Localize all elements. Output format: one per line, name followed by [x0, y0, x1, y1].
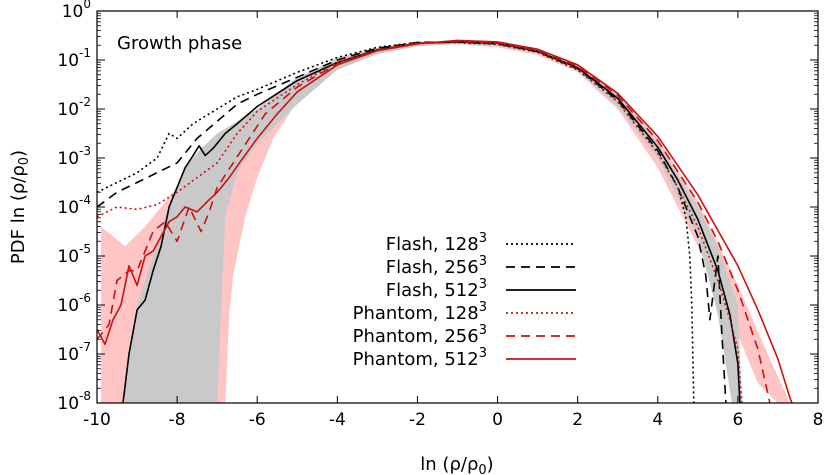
x-tick-label: 0	[492, 410, 503, 430]
y-tick-label: 10-7	[57, 340, 91, 365]
axis-ticks	[96, 10, 819, 404]
y-axis-title-main: PDF ln (ρ/ρ	[8, 165, 29, 264]
x-axis-title: ln (ρ/ρ0)	[420, 454, 493, 475]
series-line-2	[122, 41, 741, 403]
x-axis-title-close: )	[487, 454, 494, 475]
band-0	[101, 41, 790, 403]
x-tick-label: -4	[329, 410, 346, 430]
series-line-0	[97, 41, 695, 403]
x-tick-label: -2	[409, 410, 426, 430]
x-axis-title-main: ln (ρ/ρ	[420, 454, 478, 475]
series-lines	[97, 39, 793, 403]
legend-label-1: Flash, 2563	[386, 254, 487, 278]
y-axis-title: PDF ln (ρ/ρ0)	[8, 150, 32, 264]
y-tick-label: 10-2	[57, 95, 91, 120]
legend-label-3: Phantom, 1283	[353, 300, 487, 324]
chart-annotation: Growth phase	[117, 33, 242, 54]
y-tick-label: 10-4	[57, 193, 91, 218]
series-line-3	[97, 40, 743, 403]
y-tick-label: 10-8	[57, 389, 91, 414]
y-tick-label: 10-5	[57, 242, 91, 267]
x-tick-label: 6	[732, 410, 743, 430]
legend-label-4: Phantom, 2563	[353, 323, 487, 347]
series-line-5	[97, 39, 793, 403]
x-tick-label: 4	[652, 410, 663, 430]
x-tick-label: -6	[249, 410, 266, 430]
y-tick-label: 10-6	[57, 291, 91, 316]
band-1	[125, 40, 742, 403]
series-line-4	[97, 40, 771, 403]
x-tick-label: -8	[169, 410, 186, 430]
y-tick-label: 10-3	[57, 144, 91, 169]
y-axis-title-sub: 0	[17, 157, 32, 165]
legend-label-2: Flash, 5123	[386, 277, 487, 301]
spread-bands	[101, 40, 790, 403]
legend-label-0: Flash, 1283	[386, 231, 487, 255]
legend-label-5: Phantom, 5123	[353, 346, 487, 370]
x-axis-title-sub: 0	[478, 463, 486, 475]
x-tick-label: 8	[813, 410, 824, 430]
x-tick-label: -10	[83, 410, 111, 430]
x-tick-label: 2	[572, 410, 583, 430]
y-tick-label: 100	[62, 0, 91, 22]
y-axis-title-close: )	[8, 150, 29, 157]
series-line-1	[97, 41, 727, 403]
y-tick-label: 10-1	[57, 46, 91, 71]
tick-labels: -10 -8 -6 -4 -2 0 2 4 6 8 100 10-1 10-2 10-3 10-4 10-5 1…	[57, 0, 823, 430]
